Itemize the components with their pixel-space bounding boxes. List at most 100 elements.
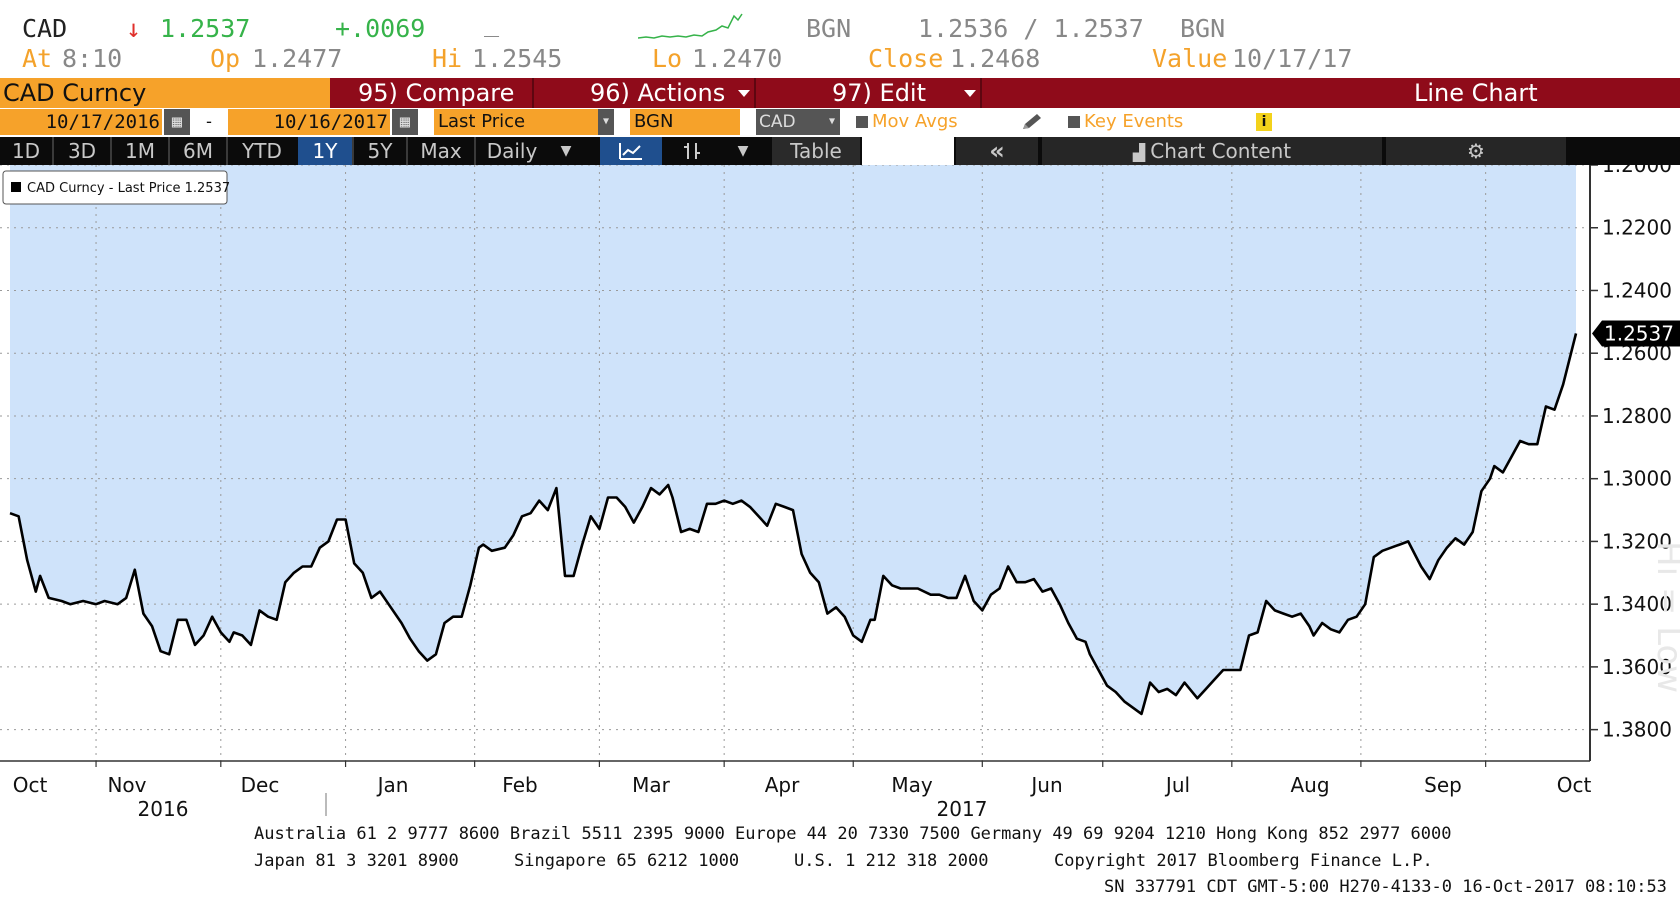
chart-type-label: Line Chart <box>1414 79 1538 107</box>
period-1m[interactable]: 1M <box>125 139 155 163</box>
last-value-badge <box>1592 320 1680 347</box>
y-tick-label: 1.3600 <box>1602 655 1672 679</box>
year-label: 2017 <box>937 797 988 821</box>
x-tick-label: Jul <box>1164 773 1190 797</box>
mov-avgs-label: Mov Avgs <box>872 111 958 132</box>
line-chart-icon[interactable] <box>600 137 662 165</box>
separator <box>532 78 534 108</box>
divider <box>352 137 354 165</box>
down-arrow-icon: ↓ <box>126 14 142 43</box>
x-tick-label: Dec <box>241 773 280 797</box>
y-tick-label: 1.3200 <box>1602 529 1672 553</box>
open-value: 1.2477 <box>252 44 343 73</box>
legend-box <box>2 170 228 205</box>
legend-label: CAD Curncy - Last Price 1.2537 <box>27 181 230 196</box>
ticker: CAD <box>22 14 68 43</box>
period-6m[interactable]: 6M <box>183 139 213 163</box>
edit-button[interactable]: 97) Edit <box>832 79 927 107</box>
security-field[interactable]: CAD Curncy <box>0 78 330 108</box>
footer-phone-singapore: Singapore 65 6212 1000 <box>514 851 740 871</box>
source-code-1: BGN <box>806 14 852 43</box>
actions-dropdown-icon[interactable] <box>738 90 750 97</box>
ohlc-bars-icon[interactable] <box>664 137 720 165</box>
actions-button[interactable]: 96) Actions <box>590 79 726 107</box>
axes <box>0 165 1591 762</box>
gear-icon[interactable]: ⚙ <box>1386 137 1566 165</box>
separator <box>754 78 756 108</box>
divider <box>52 137 54 165</box>
y-tick-label: 1.3000 <box>1602 467 1672 491</box>
x-tick-label: Nov <box>107 773 146 797</box>
edit-dropdown-icon[interactable] <box>964 90 976 97</box>
toolbar-blank <box>862 137 954 165</box>
x-tick-label: Aug <box>1290 773 1329 797</box>
grid <box>0 165 1590 761</box>
net-change: +.0069 <box>335 14 426 43</box>
currency-dropdown-icon[interactable]: ▼ <box>824 109 840 135</box>
divider <box>226 137 228 165</box>
function-toolbar: CAD Curncy 95) Compare 96) Actions 97) E… <box>0 78 1680 108</box>
legend-swatch <box>11 182 21 192</box>
start-date-input[interactable]: 10/17/2016 <box>0 109 162 135</box>
x-axis: Oct Nov Dec Jan Feb Mar Apr May Jun Jul Aug Sep Oct 2… <box>13 761 1592 821</box>
last-value-label: 1.2537 <box>1604 321 1674 345</box>
key-events-toggle[interactable]: Key Events <box>1068 109 1208 135</box>
y-tick-label: 1.2800 <box>1602 404 1672 428</box>
currency-select[interactable]: CAD <box>756 109 825 135</box>
period-max[interactable]: Max <box>420 139 462 163</box>
checkbox-icon <box>1068 116 1080 128</box>
close-value: 1.2468 <box>950 44 1041 73</box>
calendar-icon[interactable]: ▦ <box>164 109 190 135</box>
calendar-icon[interactable]: ▦ <box>392 109 418 135</box>
bid-ask: 1.2536 / 1.2537 <box>918 14 1144 43</box>
area-fill <box>10 165 1576 714</box>
dash: _ <box>484 8 500 37</box>
sparkline <box>638 13 743 39</box>
high-label: Hi <box>432 44 463 73</box>
legend[interactable]: CAD Curncy - Last Price 1.2537 <box>2 170 230 205</box>
chart-content-button[interactable]: ▟ Chart Content <box>1042 137 1382 165</box>
value-date-label: Value <box>1152 44 1228 73</box>
frequency-dropdown-icon[interactable]: ▼ <box>560 143 572 159</box>
mov-avgs-toggle[interactable]: Mov Avgs <box>856 109 976 135</box>
footer-session-info: SN 337791 CDT GMT-5:00 H270-4133-0 16-Oc… <box>1104 877 1667 897</box>
period-1d[interactable]: 1D <box>11 139 41 163</box>
frequency-select[interactable]: Daily <box>486 139 538 163</box>
x-tick-label: May <box>891 773 933 797</box>
divider <box>110 137 112 165</box>
at-value: 8:10 <box>62 44 123 73</box>
period-row: 1D 3D 1M 6M YTD 1Y 5Y Max Daily ▼ ▼ Tabl… <box>0 137 1680 165</box>
date-range-dash: - <box>192 109 226 135</box>
y-tick-label: 1.2000 <box>1602 165 1672 177</box>
y-tick-label: 1.2200 <box>1602 216 1672 240</box>
chart-content-label: Chart Content <box>1150 139 1292 163</box>
period-1y[interactable]: 1Y <box>298 137 352 165</box>
field-dropdown-icon[interactable]: ▼ <box>598 109 614 135</box>
open-label: Op <box>210 44 241 73</box>
period-5y[interactable]: 5Y <box>367 139 393 163</box>
collapse-icon[interactable]: « <box>956 137 1038 165</box>
end-date-input[interactable]: 10/16/2017 <box>228 109 390 135</box>
x-tick-label: Oct <box>13 773 48 797</box>
source-select[interactable]: BGN <box>630 109 740 135</box>
x-tick-label: Apr <box>765 773 800 797</box>
x-tick-label: Oct <box>1557 773 1592 797</box>
last-value-marker: 1.2537 <box>1592 320 1680 347</box>
period-ytd[interactable]: YTD <box>242 139 282 163</box>
info-icon[interactable]: i <box>1256 113 1272 131</box>
y-axis: 1.20001.22001.24001.26001.28001.30001.32… <box>1590 165 1672 742</box>
compare-button[interactable]: 95) Compare <box>358 79 515 107</box>
y-tick-label: 1.3400 <box>1602 592 1672 616</box>
table-button[interactable]: Table <box>772 137 860 165</box>
x-tick-label: Mar <box>632 773 671 797</box>
pencil-icon[interactable] <box>1020 112 1044 132</box>
separator <box>980 78 982 108</box>
footer-copyright: Copyright 2017 Bloomberg Finance L.P. <box>1054 851 1433 871</box>
low-value: 1.2470 <box>692 44 783 73</box>
chart-style-dropdown-icon[interactable]: ▼ <box>737 143 749 159</box>
x-tick-label: Jan <box>376 773 409 797</box>
period-3d[interactable]: 3D <box>67 139 97 163</box>
field-select[interactable]: Last Price <box>434 109 598 135</box>
footer-phone-us: U.S. 1 212 318 2000 <box>794 851 989 871</box>
key-events-label: Key Events <box>1084 111 1184 132</box>
